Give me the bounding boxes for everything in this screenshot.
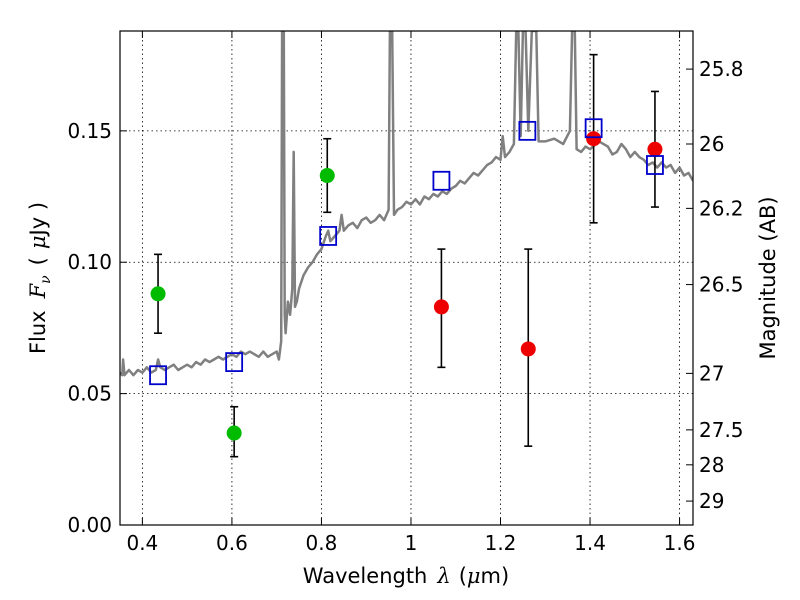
y-tick-label: 0.10 <box>67 250 112 274</box>
points-layer <box>149 53 664 458</box>
model-photometry-point <box>432 170 451 191</box>
y-tick-label: 0.05 <box>67 382 112 406</box>
y2-tick-label: 26.5 <box>699 273 744 297</box>
plot-background <box>120 31 693 525</box>
y-axis-title-unit-mu: μ <box>26 235 50 249</box>
y-axis-title-unit-open: ( <box>26 257 50 265</box>
data-point <box>647 141 663 157</box>
y2-tick-label: 26 <box>699 132 724 156</box>
x-axis-title-symbol: λ <box>436 564 450 588</box>
data-point <box>319 168 335 184</box>
data-point <box>586 131 602 147</box>
x-axis-title-unit-mu: μ <box>467 564 481 588</box>
y2-tick-label: 28 <box>699 453 724 477</box>
y2-tick-label: 25.8 <box>699 57 744 81</box>
x-tick-label: 1 <box>405 531 418 555</box>
x-tick-label: 0.6 <box>216 531 248 555</box>
y-axis-title: Flux Fν ( μJy ) <box>26 202 54 354</box>
model-photometry-point <box>149 365 167 386</box>
x-tick-label: 0.4 <box>126 531 158 555</box>
x-tick-label: 1.6 <box>664 531 696 555</box>
axis-ticks: 0.4 0.6 0.8 1 1.2 1.4 1.6 0.00 0.05 0.10 0.15 25.8 2… <box>67 31 744 555</box>
data-point <box>433 299 449 315</box>
y2-tick-label: 27.5 <box>699 418 744 442</box>
x-tick-label: 1.2 <box>485 531 517 555</box>
y2-tick-label: 27 <box>699 361 724 385</box>
x-axis-title: Wavelength λ (μm) <box>303 564 509 588</box>
y2-tick-label: 29 <box>699 489 724 513</box>
model-photometry-point <box>225 352 244 372</box>
model-photometry-point <box>319 226 338 246</box>
x-axis-title-unit-open: ( <box>459 564 467 588</box>
spectrum-layer <box>120 31 693 377</box>
plot-frame <box>119 30 694 526</box>
model-spectrum-line <box>120 31 693 377</box>
model-photometry-point <box>646 155 664 175</box>
x-tick-label: 1.4 <box>574 531 606 555</box>
y-tick-label: 0.00 <box>67 513 112 537</box>
y-tick-label: 0.15 <box>67 119 112 143</box>
y-axis-title-unit-rest: Jy ) <box>26 202 50 238</box>
y-axis-title-symbol: F <box>26 282 50 299</box>
model-photometry-point <box>584 118 603 139</box>
data-point <box>150 286 166 302</box>
data-point <box>520 341 536 357</box>
x-axis-title-text: Wavelength <box>303 564 428 588</box>
y-axis-title-text: Flux <box>26 310 50 354</box>
data-point <box>226 425 242 441</box>
grid-lines <box>120 31 693 525</box>
y2-tick-label: 26.2 <box>699 196 744 220</box>
x-axis-title-unit-rest: m) <box>481 564 510 588</box>
x-tick-label: 0.8 <box>306 531 338 555</box>
model-photometry-point <box>518 120 537 141</box>
y-axis-title-subscript: ν <box>38 275 54 284</box>
y2-axis-title: Magnitude (AB) <box>756 196 780 359</box>
